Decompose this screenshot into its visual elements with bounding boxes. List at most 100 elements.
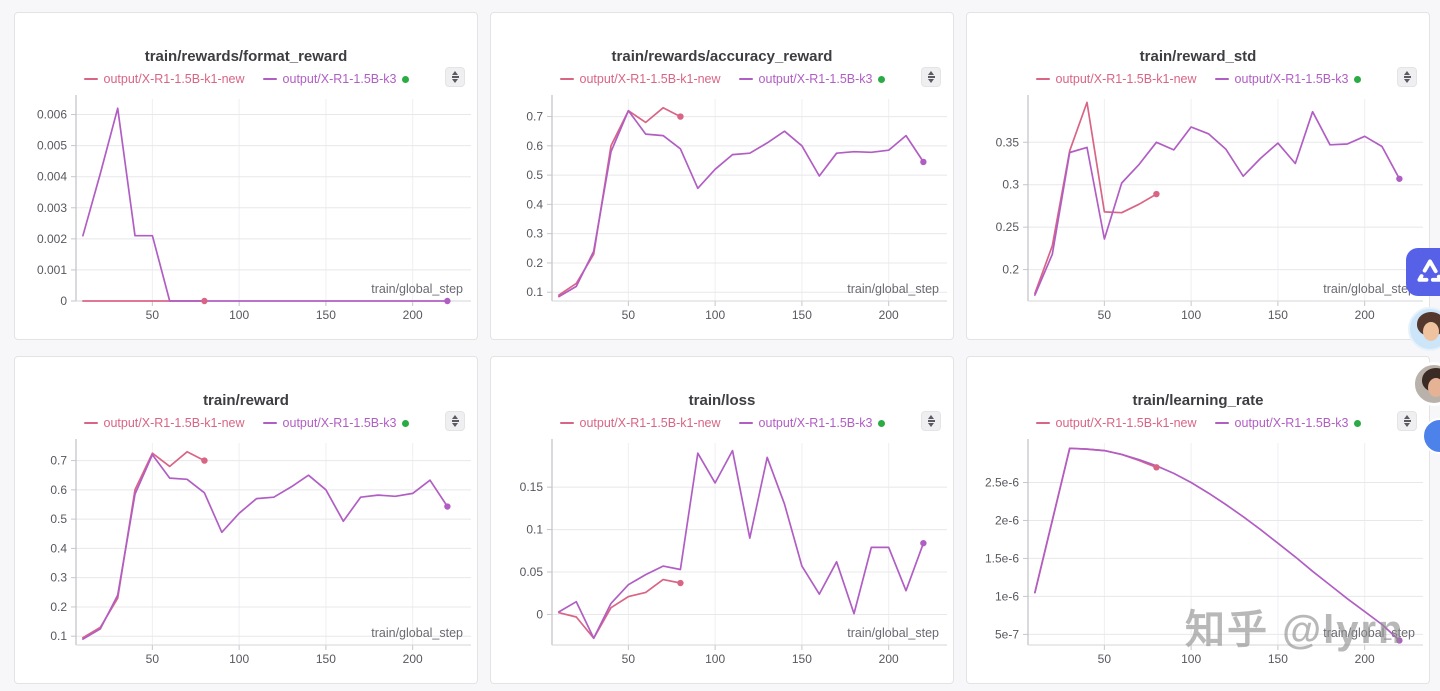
svg-text:50: 50: [146, 308, 160, 322]
panel-options-button[interactable]: [921, 67, 941, 87]
avatar-face: [1428, 378, 1440, 397]
svg-text:50: 50: [1098, 652, 1112, 666]
panel-train-rewards-accuracy-reward: train/rewards/accuracy_reward output/X-R…: [490, 12, 954, 340]
chart-plot[interactable]: 50 100 150 200 0 0.05 0.1 0.15 train/global_step: [491, 437, 955, 687]
svg-text:train/global_step: train/global_step: [1323, 282, 1415, 296]
svg-text:200: 200: [403, 652, 423, 666]
series-line-swatch: [1214, 77, 1229, 81]
legend-run-label: output/X-R1-1.5B-k1-new: [103, 72, 245, 86]
svg-text:5e-7: 5e-7: [995, 627, 1019, 641]
legend-run-label: output/X-R1-1.5B-k3: [1234, 416, 1349, 430]
svg-text:0.1: 0.1: [526, 523, 543, 537]
series-line-swatch: [1035, 77, 1050, 81]
running-indicator-dot: [877, 75, 885, 83]
legend-run-k1-new[interactable]: output/X-R1-1.5B-k1-new: [559, 416, 721, 430]
legend-run-k3[interactable]: output/X-R1-1.5B-k3: [738, 72, 885, 86]
legend-run-k3[interactable]: output/X-R1-1.5B-k3: [1214, 72, 1361, 86]
svg-text:0.004: 0.004: [37, 170, 67, 184]
svg-text:0.3: 0.3: [1002, 178, 1019, 192]
sort-up-down-icon: [452, 414, 458, 419]
svg-text:0.15: 0.15: [520, 480, 544, 494]
legend-run-k1-new[interactable]: output/X-R1-1.5B-k1-new: [1035, 416, 1197, 430]
svg-text:0.6: 0.6: [526, 139, 543, 153]
svg-text:0.6: 0.6: [50, 483, 67, 497]
svg-text:100: 100: [229, 308, 249, 322]
panel-options-button[interactable]: [445, 411, 465, 431]
svg-text:0.5: 0.5: [526, 168, 543, 182]
svg-text:200: 200: [1355, 652, 1375, 666]
svg-text:0.7: 0.7: [50, 454, 67, 468]
series-line-swatch: [738, 77, 753, 81]
chart-title: train/learning_rate: [1132, 392, 1264, 409]
legend-run-k1-new[interactable]: output/X-R1-1.5B-k1-new: [559, 72, 721, 86]
svg-text:0.5: 0.5: [50, 512, 67, 526]
sort-up-down-icon: [452, 70, 458, 75]
panel-options-button[interactable]: [445, 67, 465, 87]
svg-text:100: 100: [1181, 308, 1201, 322]
chart-legend: output/X-R1-1.5B-k1-new output/X-R1-1.5B…: [967, 69, 1429, 89]
avatar-face: [1423, 322, 1439, 341]
chart-title: train/reward: [203, 392, 289, 409]
svg-text:150: 150: [792, 652, 812, 666]
legend-run-k3[interactable]: output/X-R1-1.5B-k3: [1214, 416, 1361, 430]
chart-plot[interactable]: 50 100 150 200 0.1 0.2 0.3 0.4 0.5 0.6 0.7 train/gl…: [15, 437, 479, 687]
legend-run-k3[interactable]: output/X-R1-1.5B-k3: [262, 416, 409, 430]
sort-up-down-icon: [928, 70, 934, 75]
legend-run-label: output/X-R1-1.5B-k3: [758, 416, 873, 430]
svg-text:train/global_step: train/global_step: [847, 626, 939, 640]
chart-legend: output/X-R1-1.5B-k1-new output/X-R1-1.5B…: [15, 413, 477, 433]
svg-text:200: 200: [403, 308, 423, 322]
legend-run-label: output/X-R1-1.5B-k3: [282, 416, 397, 430]
svg-text:100: 100: [1181, 652, 1201, 666]
svg-text:train/global_step: train/global_step: [847, 282, 939, 296]
running-indicator-dot: [1353, 419, 1361, 427]
panel-train-learning-rate: train/learning_rate output/X-R1-1.5B-k1-…: [966, 356, 1430, 684]
svg-text:train/global_step: train/global_step: [1323, 626, 1415, 640]
svg-text:0.002: 0.002: [37, 232, 67, 246]
svg-text:100: 100: [229, 652, 249, 666]
svg-text:2.5e-6: 2.5e-6: [985, 475, 1019, 489]
svg-text:150: 150: [1268, 308, 1288, 322]
svg-text:200: 200: [879, 652, 899, 666]
svg-text:50: 50: [622, 308, 636, 322]
floating-avatar-1[interactable]: [1408, 307, 1440, 351]
series-line-swatch: [1035, 421, 1050, 425]
panel-train-rewards-format-reward: train/rewards/format_reward output/X-R1-…: [14, 12, 478, 340]
floating-app-button[interactable]: [1406, 248, 1440, 296]
svg-text:1.5e-6: 1.5e-6: [985, 551, 1019, 565]
floating-avatar-2[interactable]: [1412, 362, 1440, 406]
legend-run-label: output/X-R1-1.5B-k1-new: [103, 416, 245, 430]
panel-options-button[interactable]: [921, 411, 941, 431]
svg-text:0.1: 0.1: [50, 629, 67, 643]
chart-title: train/rewards/accuracy_reward: [611, 48, 833, 65]
legend-run-k1-new[interactable]: output/X-R1-1.5B-k1-new: [83, 72, 245, 86]
chart-plot[interactable]: 50 100 150 200 0.1 0.2 0.3 0.4 0.5 0.6 0.7 train/gl…: [491, 93, 955, 343]
legend-run-k1-new[interactable]: output/X-R1-1.5B-k1-new: [83, 416, 245, 430]
panel-options-button[interactable]: [1397, 411, 1417, 431]
series-line-swatch: [738, 421, 753, 425]
chart-legend: output/X-R1-1.5B-k1-new output/X-R1-1.5B…: [491, 413, 953, 433]
panel-options-button[interactable]: [1397, 67, 1417, 87]
series-line-swatch: [83, 421, 98, 425]
svg-text:0.4: 0.4: [50, 541, 67, 555]
svg-text:1e-6: 1e-6: [995, 589, 1019, 603]
series-line-swatch: [83, 77, 98, 81]
legend-run-k3[interactable]: output/X-R1-1.5B-k3: [262, 72, 409, 86]
chart-plot[interactable]: 50 100 150 200 5e-7 1e-6 1.5e-6 2e-6 2.5e-6 train…: [967, 437, 1431, 687]
panel-train-loss: train/loss output/X-R1-1.5B-k1-new outpu…: [490, 356, 954, 684]
legend-run-label: output/X-R1-1.5B-k1-new: [579, 72, 721, 86]
svg-text:200: 200: [879, 308, 899, 322]
svg-text:150: 150: [792, 308, 812, 322]
svg-text:0.005: 0.005: [37, 139, 67, 153]
svg-text:0.006: 0.006: [37, 108, 67, 122]
svg-text:200: 200: [1355, 308, 1375, 322]
chart-plot[interactable]: 50 100 150 200 0 0.001 0.002 0.003 0.004 0.005 0.0…: [15, 93, 479, 343]
legend-run-k3[interactable]: output/X-R1-1.5B-k3: [738, 416, 885, 430]
triangle-knot-icon: [1417, 259, 1440, 282]
legend-run-k1-new[interactable]: output/X-R1-1.5B-k1-new: [1035, 72, 1197, 86]
sort-up-down-icon: [1404, 414, 1410, 419]
svg-text:0.35: 0.35: [996, 135, 1020, 149]
chart-plot[interactable]: 50 100 150 200 0.2 0.25 0.3 0.35 train/global_st…: [967, 93, 1431, 343]
svg-text:0.25: 0.25: [996, 220, 1020, 234]
legend-run-label: output/X-R1-1.5B-k3: [1234, 72, 1349, 86]
